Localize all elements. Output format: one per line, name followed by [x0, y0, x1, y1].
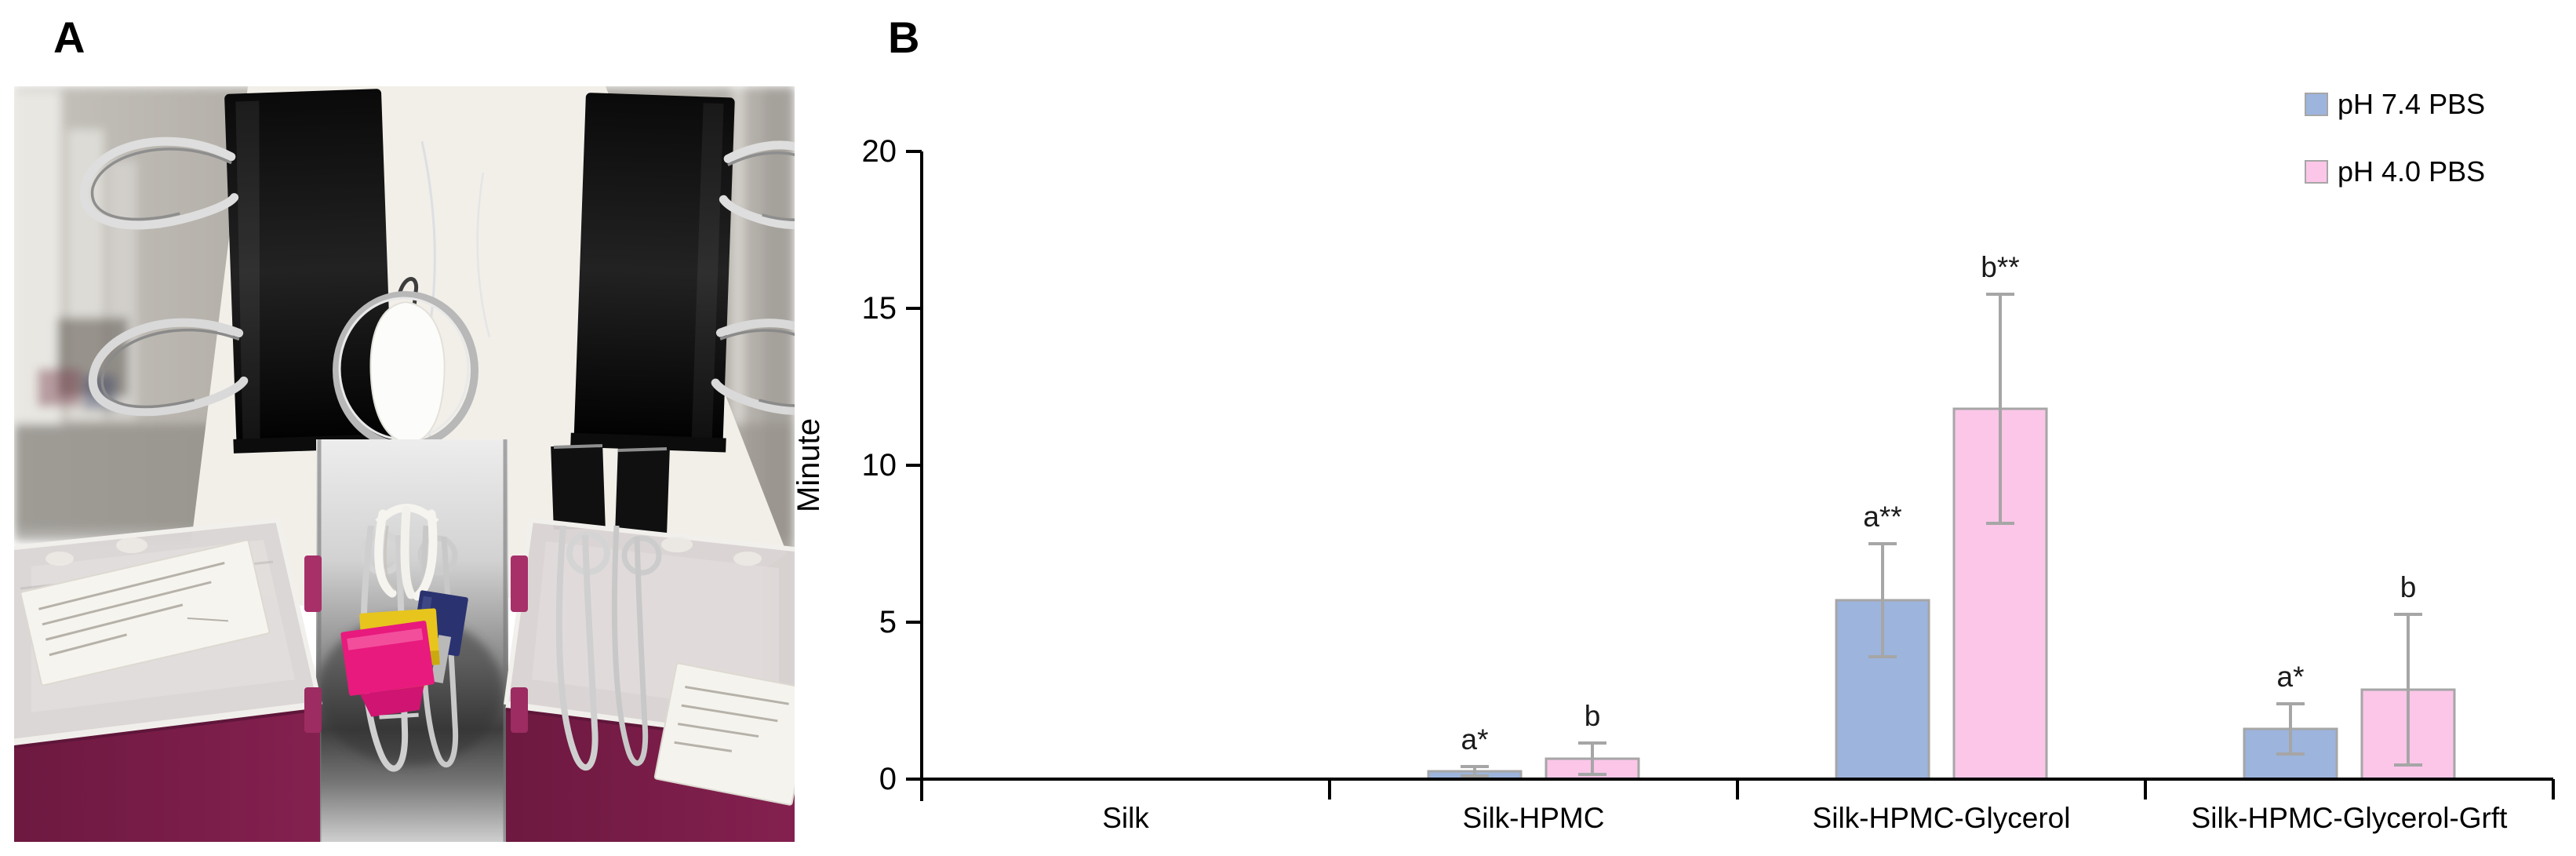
legend-label-ph40: pH 4.0 PBS	[2338, 155, 2486, 188]
panel-a-label: A	[53, 13, 86, 62]
y-tick-label: 10	[862, 448, 897, 483]
x-category-label: Silk	[1102, 802, 1149, 834]
x-category-label: Silk-HPMC-Glycerol	[1813, 802, 2071, 834]
binder-clip-large-left	[79, 89, 397, 453]
panel-b-label: B	[888, 13, 920, 62]
legend-item-ph40: pH 4.0 PBS	[2305, 155, 2485, 188]
significance-label: b	[2400, 571, 2417, 603]
y-tick-label: 0	[879, 762, 897, 796]
hanging-clip-cluster	[340, 504, 468, 719]
y-axis-title: Minute	[791, 418, 826, 512]
y-tick-label: 15	[862, 291, 897, 326]
legend-swatch-ph40	[2305, 160, 2328, 184]
binder-clip-large-right	[570, 93, 795, 453]
significance-label: a**	[1863, 501, 1901, 533]
significance-label: a*	[1461, 723, 1489, 756]
y-tick-label: 20	[862, 134, 897, 169]
x-category-label: Silk-HPMC	[1463, 802, 1605, 834]
y-tick-label: 5	[879, 605, 897, 639]
significance-label: b**	[1981, 251, 2019, 283]
panel-a-photo	[14, 86, 795, 842]
mini-clip-magenta	[340, 621, 435, 719]
significance-label: b	[1585, 700, 1601, 732]
label-card-left	[20, 539, 271, 687]
label-card-right	[653, 662, 795, 806]
metal-ring	[333, 277, 478, 526]
legend-item-ph74: pH 7.4 PBS	[2305, 88, 2485, 121]
legend-label-ph74: pH 7.4 PBS	[2338, 88, 2486, 120]
x-category-label: Silk-HPMC-Glycerol-Grft	[2192, 802, 2509, 834]
chart-legend: pH 7.4 PBS pH 4.0 PBS	[2305, 88, 2485, 188]
significance-label: a*	[2277, 661, 2305, 693]
legend-swatch-ph74	[2305, 93, 2328, 116]
